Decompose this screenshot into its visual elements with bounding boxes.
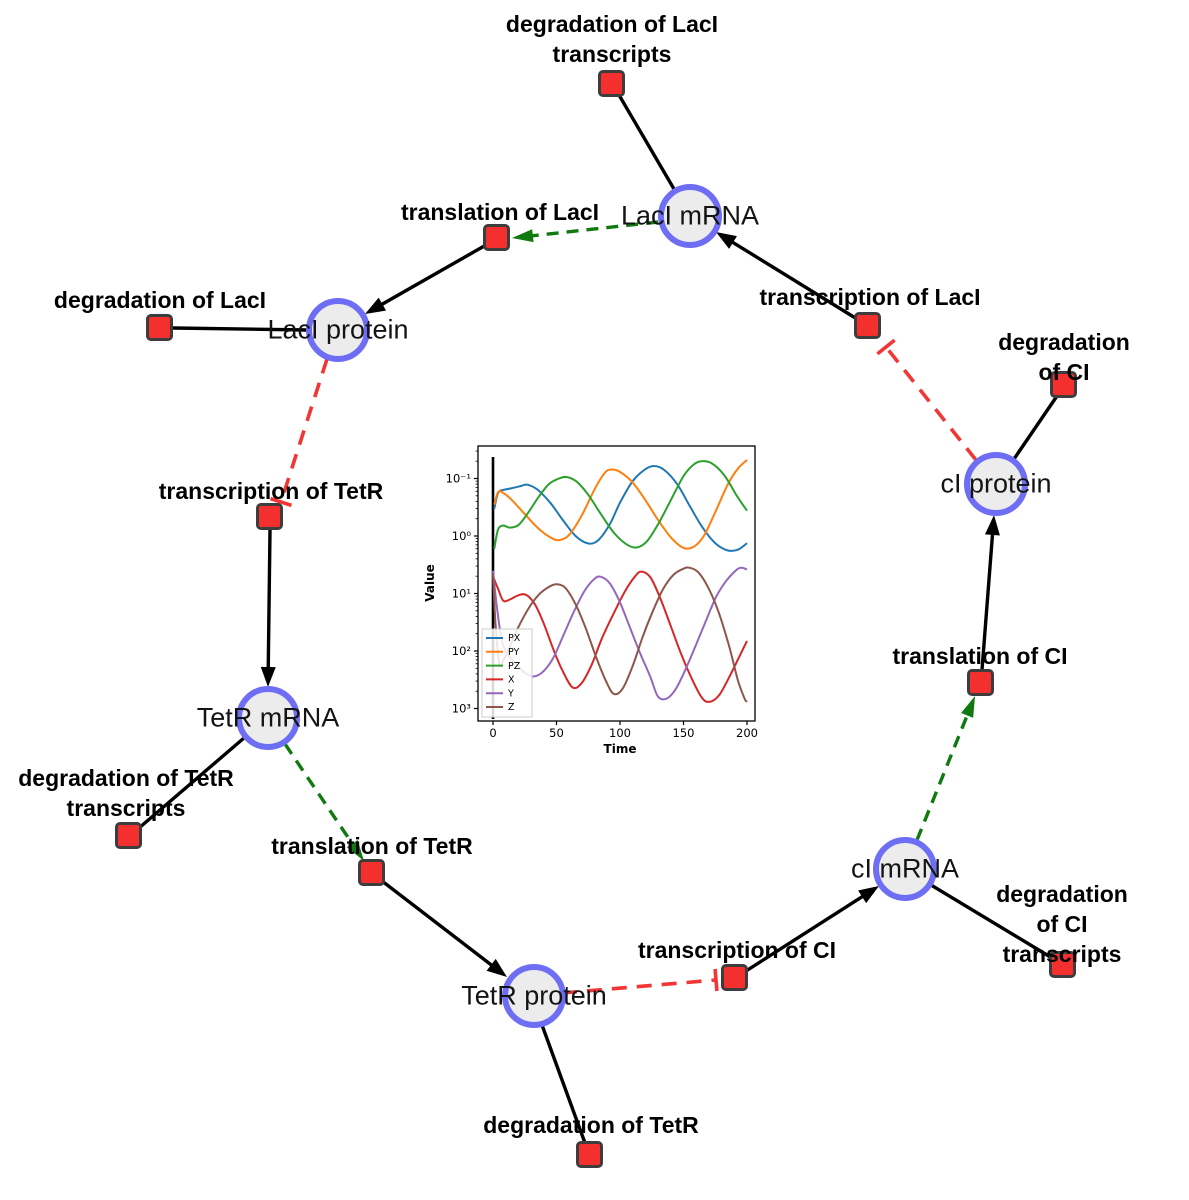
svg-text:10²: 10² [452,644,471,658]
reaction-node-transcription-ci [721,964,748,991]
species-label-ci-mrna: cI mRNA [851,853,959,884]
edge-ci-mrna-to-deg-ci-transcripts [930,883,1053,960]
svg-text:100: 100 [609,726,631,740]
edge-laci-mrna-activates-translation-laci [512,220,659,243]
edge-tetr-mrna-activates-translation-tetr [283,743,364,861]
legend-entry-Y: Y [507,688,514,699]
reaction-label-translation-ci: translation of CI [892,643,1068,670]
svg-text:50: 50 [549,726,564,740]
series-Z [492,566,748,703]
reaction-label-deg-laci: degradation of LacI [53,287,267,314]
chart-legend: PX PY PZ XYZ [481,628,533,718]
edge-laci-protein-to-deg-laci [172,326,308,332]
species-label-ci-protein: cI protein [940,468,1052,499]
species-node-tetr-protein [502,964,566,1028]
legend-entry-PZ: PZ [508,661,521,672]
reaction-node-deg-ci [1050,371,1077,398]
legend-entry-X: X [508,675,515,686]
legend-entry-PX: PX [508,633,521,644]
reaction-label-transcription-tetr: transcription of TetR [158,478,384,505]
edge-ci-protein-to-deg-ci [1012,395,1059,460]
x-axis-label: Time [604,742,637,756]
species-node-ci-protein [964,452,1028,516]
edge-laci-protein-inhibits-transcription-tetr [269,358,329,508]
svg-text:10³: 10³ [452,701,472,715]
series-X [492,570,748,703]
reaction-label-transcription-laci: transcription of LacI [759,284,981,311]
reaction-label-deg-ci: degradation of CI [998,329,1130,385]
svg-text:0: 0 [489,726,496,740]
reaction-label-translation-laci: translation of LacI [400,199,600,226]
species-node-laci-mrna [658,184,722,248]
species-label-tetr-mrna: TetR mRNA [196,702,340,733]
reaction-label-translation-tetr: translation of TetR [271,833,473,860]
reaction-label-deg-tetr: degradation of TetR [483,1112,699,1139]
series-PX [493,464,748,552]
edge-transcription-tetr-to-tetr-mrna [260,529,276,687]
legend-entry-Z: Z [508,702,515,713]
svg-text:200: 200 [736,726,758,740]
reaction-node-deg-laci [146,314,173,341]
species-node-laci-protein [306,298,370,362]
edge-transcription-laci-to-laci-mrna [716,232,858,321]
reaction-node-deg-laci-transcripts [598,70,625,97]
edge-tetr-protein-to-deg-tetr [540,1024,587,1144]
species-node-tetr-mrna [236,686,300,750]
reaction-label-transcription-ci: transcription of CI [637,937,837,964]
reaction-node-deg-ci-transcripts [1049,951,1076,978]
species-label-tetr-protein: TetR protein [461,980,607,1011]
svg-text:150: 150 [673,726,695,740]
reaction-node-deg-tetr-transcripts [115,822,142,849]
reaction-label-deg-tetr-transcripts: degradation of TetR transcripts [18,765,234,821]
edge-translation-tetr-to-tetr-protein [380,879,507,977]
series-PY [493,459,748,550]
svg-text:10¹: 10¹ [452,586,471,600]
reaction-node-translation-tetr [358,859,385,886]
y-axis-label: Value [423,564,437,602]
edge-tetr-mrna-to-deg-tetr-transcripts [137,736,246,830]
reaction-label-deg-ci-transcripts: degradation of CI transcripts [996,881,1128,967]
species-label-laci-protein: LacI protein [267,314,409,345]
reaction-node-translation-laci [483,224,510,251]
reaction-node-translation-ci [967,669,994,696]
series-PZ [493,460,748,549]
reaction-node-deg-tetr [576,1141,603,1168]
edge-laci-mrna-to-deg-transcripts [617,94,676,190]
edge-translation-laci-to-laci-protein [365,243,487,314]
edge-ci-protein-inhibits-transcription-laci [876,338,978,462]
reaction-label-deg-laci-transcripts: degradation of LacI transcripts [505,11,719,67]
reaction-node-transcription-laci [854,312,881,339]
species-label-laci-mrna: LacI mRNA [620,200,760,231]
edge-transcription-ci-to-ci-mrna [745,886,879,973]
svg-text:10⁰: 10⁰ [452,529,472,543]
species-node-ci-mrna [873,837,937,901]
legend-entry-PY: PY [508,647,520,658]
edge-tetr-protein-inhibits-transcription-ci [561,968,719,995]
edge-translation-ci-to-ci-protein [980,515,1000,671]
svg-text:10⁻¹: 10⁻¹ [446,471,471,485]
reaction-node-transcription-tetr [256,503,283,530]
edge-ci-mrna-activates-translation-ci [915,696,975,841]
